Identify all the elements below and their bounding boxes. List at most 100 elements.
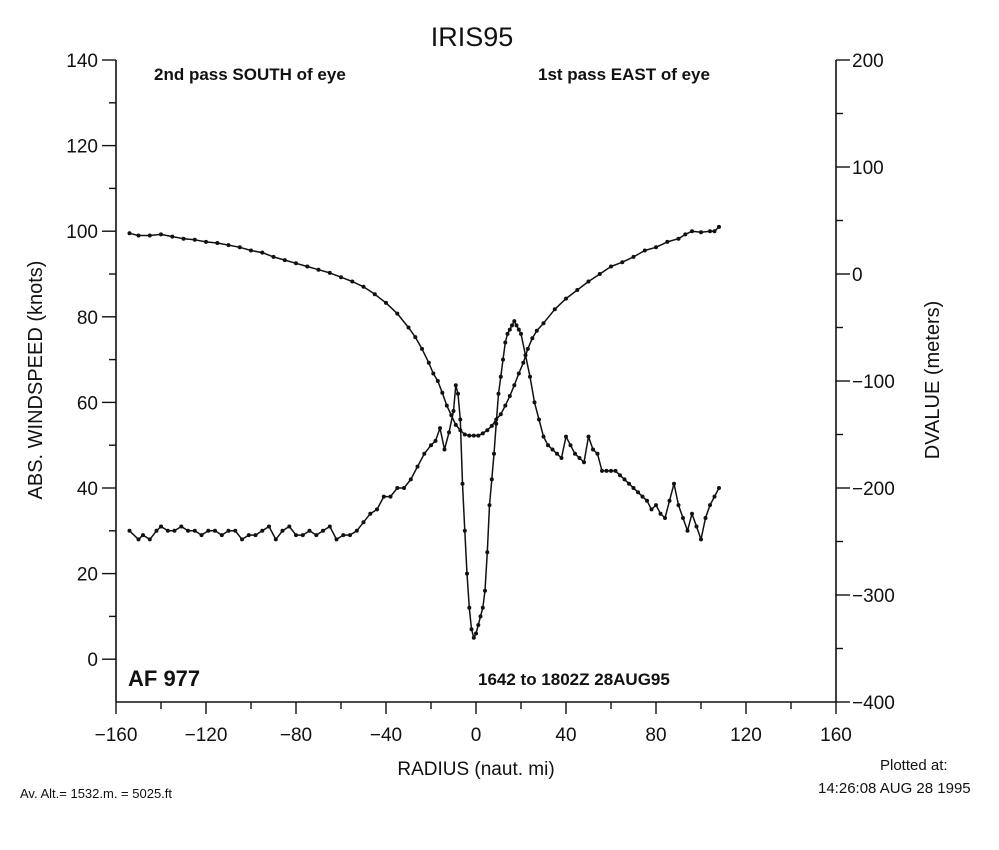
- data-point: [541, 434, 546, 439]
- data-point: [159, 524, 163, 529]
- data-point: [609, 264, 613, 269]
- data-point: [429, 443, 433, 448]
- data-point: [683, 232, 688, 237]
- plotted-at-label: Plotted at:: [880, 757, 948, 774]
- y-left-tick-label: 120: [66, 137, 98, 158]
- data-point: [444, 403, 449, 408]
- data-point: [609, 468, 613, 473]
- data-point: [555, 451, 559, 456]
- y-right-tick-label: 200: [852, 51, 884, 72]
- chart-title: IRIS95: [431, 22, 514, 52]
- data-point: [127, 231, 132, 236]
- series-line: [128, 320, 720, 639]
- data-point: [271, 254, 276, 259]
- data-point: [213, 528, 217, 533]
- data-point: [672, 481, 676, 486]
- data-point: [237, 245, 242, 250]
- data-point: [354, 528, 359, 533]
- data-point: [327, 270, 332, 275]
- data-point: [703, 516, 708, 520]
- data-point: [300, 533, 305, 538]
- data-point: [260, 250, 265, 255]
- data-point: [334, 537, 339, 542]
- data-point: [503, 403, 508, 408]
- data-point: [530, 336, 535, 341]
- y-left-tick-label: 80: [77, 308, 98, 329]
- data-point: [597, 272, 602, 276]
- data-point: [159, 232, 163, 237]
- data-point: [438, 426, 442, 431]
- data-point: [372, 292, 377, 297]
- data-point: [192, 237, 197, 242]
- data-point: [487, 503, 492, 508]
- data-point: [489, 477, 494, 482]
- data-point: [147, 537, 152, 542]
- x-tick-label: −40: [370, 725, 402, 746]
- data-point: [564, 296, 568, 301]
- data-point: [717, 224, 721, 229]
- data-point: [690, 511, 694, 516]
- data-point: [206, 528, 211, 533]
- data-point: [260, 528, 265, 533]
- x-tick-label: 80: [645, 725, 666, 746]
- y-right-tick-label: 100: [852, 158, 884, 179]
- data-point: [447, 430, 451, 435]
- data-point: [471, 433, 476, 438]
- data-point: [573, 451, 577, 456]
- data-point: [186, 528, 190, 533]
- data-point: [665, 239, 670, 244]
- data-point: [395, 486, 400, 490]
- data-point: [165, 528, 170, 533]
- data-point: [476, 433, 481, 438]
- data-point: [467, 605, 472, 610]
- y-axis-right-label: DVALUE (meters): [922, 301, 944, 460]
- data-point: [622, 477, 627, 482]
- data-point: [273, 537, 278, 542]
- data-point: [640, 494, 645, 499]
- data-point: [516, 327, 521, 332]
- data-point: [501, 357, 505, 362]
- data-point: [532, 400, 537, 405]
- data-point: [620, 260, 625, 265]
- data-point: [246, 533, 251, 538]
- annotation-time-range: 1642 to 1802Z 28AUG95: [478, 670, 670, 689]
- data-point: [595, 451, 600, 456]
- data-point: [507, 394, 512, 398]
- data-point: [458, 417, 463, 422]
- data-point: [645, 498, 649, 503]
- data-point: [676, 503, 681, 508]
- data-point: [480, 605, 485, 610]
- data-point: [219, 533, 224, 538]
- data-point: [478, 614, 483, 619]
- data-point: [456, 391, 460, 396]
- data-point: [512, 383, 517, 388]
- data-point: [415, 464, 420, 469]
- data-point: [147, 233, 152, 238]
- x-tick-label: −160: [95, 725, 138, 746]
- data-point: [469, 627, 474, 632]
- data-point: [226, 528, 231, 533]
- data-point: [564, 434, 568, 439]
- data-point: [485, 550, 490, 555]
- data-point: [305, 264, 310, 269]
- data-point: [510, 323, 514, 328]
- data-point: [327, 524, 332, 529]
- data-point: [492, 451, 496, 456]
- y-right-tick-label: 0: [852, 265, 863, 286]
- y-right-tick-label: −400: [852, 693, 895, 714]
- data-point: [440, 390, 445, 395]
- data-point: [559, 456, 564, 460]
- data-point: [521, 360, 526, 365]
- y-axis-left-label: ABS. WINDSPEED (knots): [25, 261, 47, 500]
- series-line: [129, 226, 720, 437]
- data-point: [498, 412, 503, 417]
- data-point: [476, 623, 481, 627]
- series-windspeed: [127, 319, 721, 640]
- data-point: [712, 494, 717, 499]
- data-point: [433, 438, 438, 443]
- plotted-at-time: 14:26:08 AUG 28 1995: [818, 780, 971, 797]
- data-point: [586, 279, 591, 284]
- data-point: [408, 477, 413, 482]
- data-point: [453, 422, 458, 427]
- data-point: [287, 524, 292, 529]
